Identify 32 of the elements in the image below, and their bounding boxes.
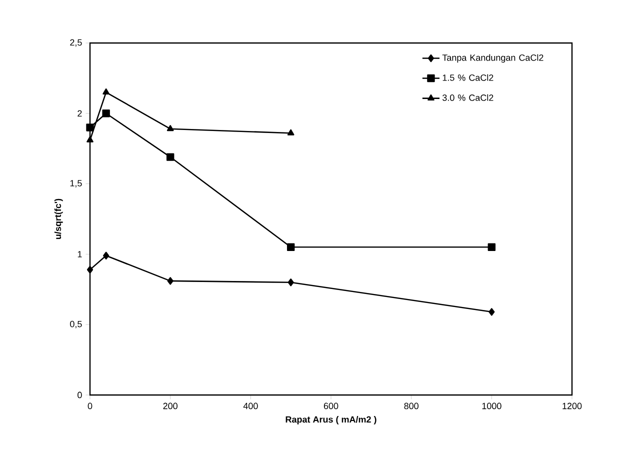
y-tick-label: 2,5 [70, 39, 82, 47]
legend-label: 3.0 % CaCl2 [442, 94, 494, 101]
point [102, 88, 110, 95]
point [166, 125, 174, 132]
legend-label: 1.5 % CaCl2 [442, 74, 494, 81]
point [102, 110, 110, 118]
x-tick-label: 200 [163, 402, 178, 410]
point [488, 308, 495, 316]
x-tick-label: 800 [404, 402, 418, 410]
point [103, 252, 110, 260]
y-tick-label: 2 [78, 110, 82, 117]
point [288, 278, 294, 286]
point [167, 277, 174, 285]
point [86, 266, 94, 274]
point [166, 153, 174, 161]
x-tick-label: 1000 [482, 402, 502, 410]
point [86, 124, 94, 132]
x-axis-title: Rapat Arus ( mA/m2 ) [286, 416, 376, 424]
x-tick-label: 1200 [562, 402, 582, 410]
x-tick-label: 600 [324, 402, 338, 410]
y-tick-label: 1,5 [70, 180, 82, 188]
legend-label: Tanpa Kandungan CaCl2 [442, 54, 544, 63]
y-tick-label: 0 [78, 392, 82, 398]
point [286, 243, 295, 251]
y-tick-label: 0,5 [70, 320, 82, 328]
y-tick-label: 1 [78, 251, 82, 258]
point [488, 243, 496, 251]
point [86, 136, 94, 142]
point [287, 129, 294, 136]
y-axis-title: u/sqrt(fc') [54, 198, 63, 239]
x-tick-label: 0 [88, 402, 92, 410]
x-tick-label: 400 [243, 402, 258, 410]
